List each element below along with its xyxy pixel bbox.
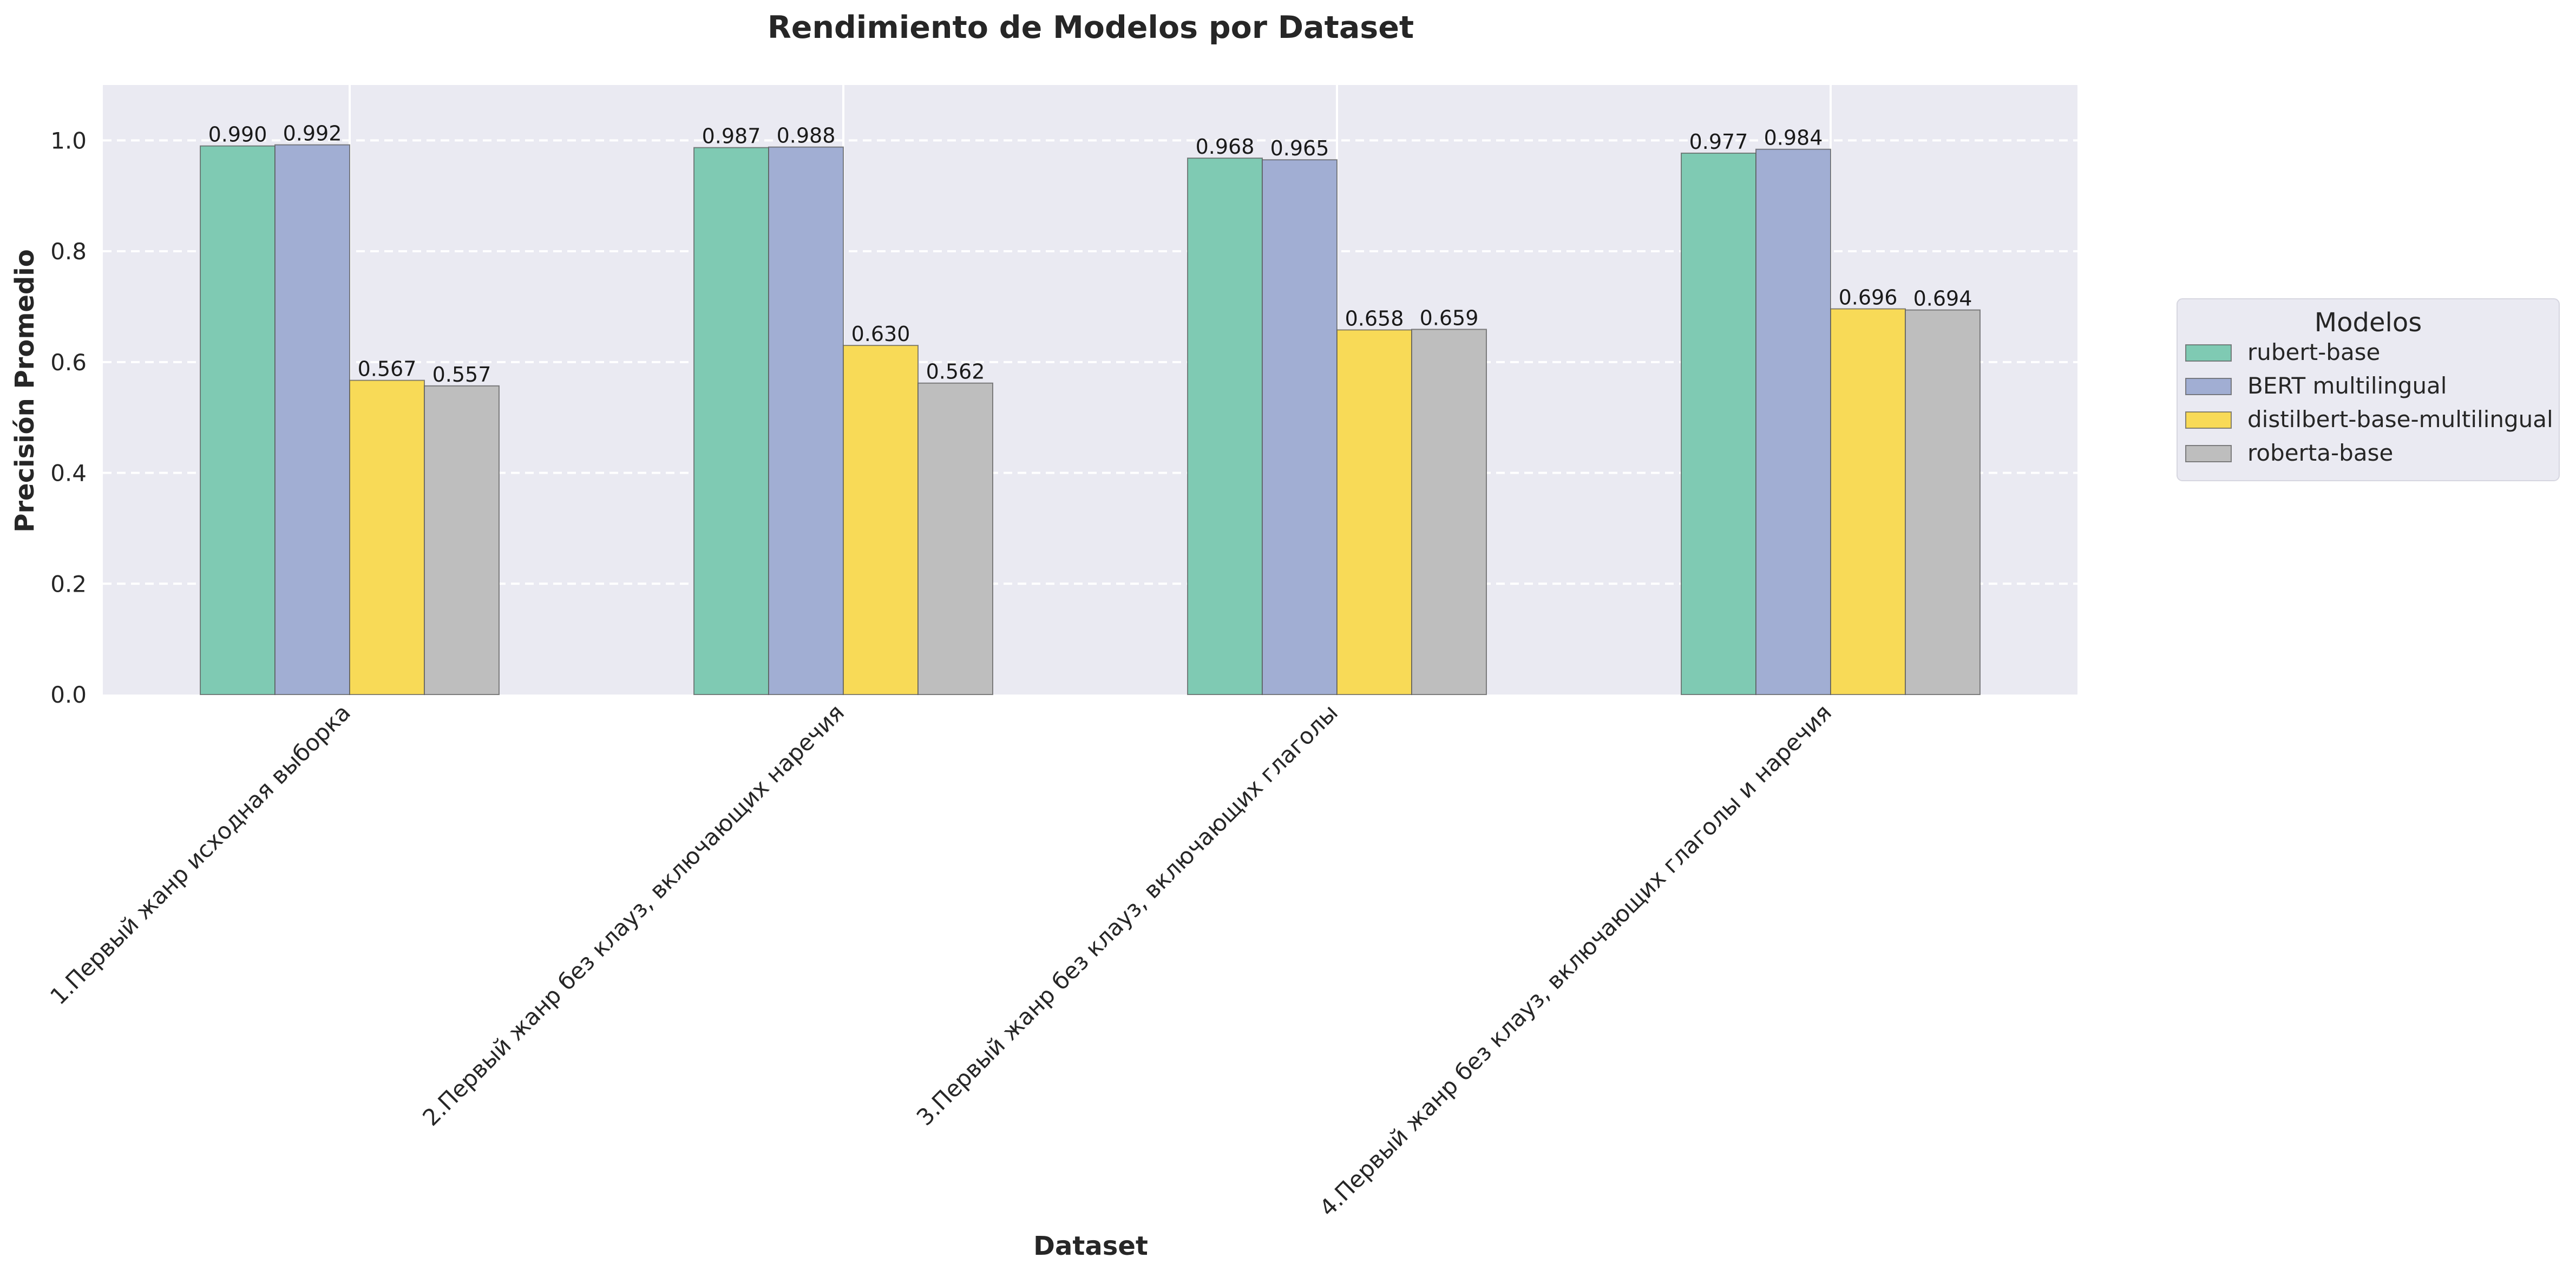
y-tick-label: 0.0 xyxy=(50,682,87,708)
bar-value-label: 0.567 xyxy=(358,357,417,381)
y-tick-label: 0.8 xyxy=(50,238,87,265)
legend-title: Modelos xyxy=(2315,307,2422,338)
bar-value-label: 0.977 xyxy=(1689,130,1748,154)
y-axis-label: Precisión Promedio xyxy=(10,249,40,532)
bar xyxy=(1262,159,1338,695)
bar xyxy=(917,382,993,695)
x-tick-label: 2.Первый жанр без клауз, включающих наре… xyxy=(417,699,849,1131)
bar xyxy=(274,144,350,695)
y-tick-label: 0.2 xyxy=(50,571,87,597)
bar-value-label: 0.984 xyxy=(1764,126,1823,150)
bar-value-label: 0.658 xyxy=(1345,306,1404,330)
x-tick-label: 4.Первый жанр без клауз, включающих глаг… xyxy=(1314,699,1837,1221)
bar xyxy=(693,147,769,695)
bar-value-label: 0.990 xyxy=(208,123,267,147)
bar xyxy=(1187,158,1263,695)
x-tick-label: 3.Первый жанр без клауз, включающих глаг… xyxy=(912,699,1343,1130)
bar-value-label: 0.965 xyxy=(1270,136,1329,160)
bar xyxy=(1336,329,1412,695)
legend-swatch xyxy=(2185,378,2232,395)
y-tick-label: 0.6 xyxy=(50,349,87,376)
legend-item-label: roberta-base xyxy=(2247,440,2393,466)
bar-value-label: 0.987 xyxy=(702,125,761,148)
bar xyxy=(424,385,500,695)
x-axis-label: Dataset xyxy=(1033,1231,1148,1261)
bar-value-label: 0.659 xyxy=(1420,306,1479,330)
legend-swatch xyxy=(2185,445,2232,462)
bar xyxy=(768,146,844,695)
bar-value-label: 0.630 xyxy=(851,322,910,346)
legend-item-label: BERT multilingual xyxy=(2247,372,2447,399)
bar xyxy=(349,379,425,695)
bar xyxy=(1411,329,1487,695)
bar xyxy=(200,145,276,696)
bar-value-label: 0.988 xyxy=(777,124,836,148)
bar-value-label: 0.992 xyxy=(283,122,342,146)
bar xyxy=(1905,309,1981,695)
bar-value-label: 0.562 xyxy=(926,360,985,384)
bar xyxy=(1755,148,1831,695)
legend-item-label: rubert-base xyxy=(2247,339,2380,365)
legend-box xyxy=(2177,298,2560,481)
x-tick-label: 1.Первый жанр исходная выборка xyxy=(45,699,356,1010)
legend-swatch xyxy=(2185,344,2232,362)
bar-value-label: 0.968 xyxy=(1196,135,1255,159)
bar-value-label: 0.557 xyxy=(432,363,491,387)
bar xyxy=(843,345,919,695)
bar xyxy=(1830,308,1906,695)
bar-value-label: 0.694 xyxy=(1913,287,1972,311)
chart-title: Rendimiento de Modelos por Dataset xyxy=(768,10,1414,45)
legend-swatch xyxy=(2185,411,2232,429)
y-tick-label: 0.4 xyxy=(50,460,87,487)
bar-value-label: 0.696 xyxy=(1839,286,1898,310)
legend-item-label: distilbert-base-multilingual xyxy=(2247,406,2553,433)
y-tick-label: 1.0 xyxy=(50,127,87,154)
bar xyxy=(1681,152,1756,695)
